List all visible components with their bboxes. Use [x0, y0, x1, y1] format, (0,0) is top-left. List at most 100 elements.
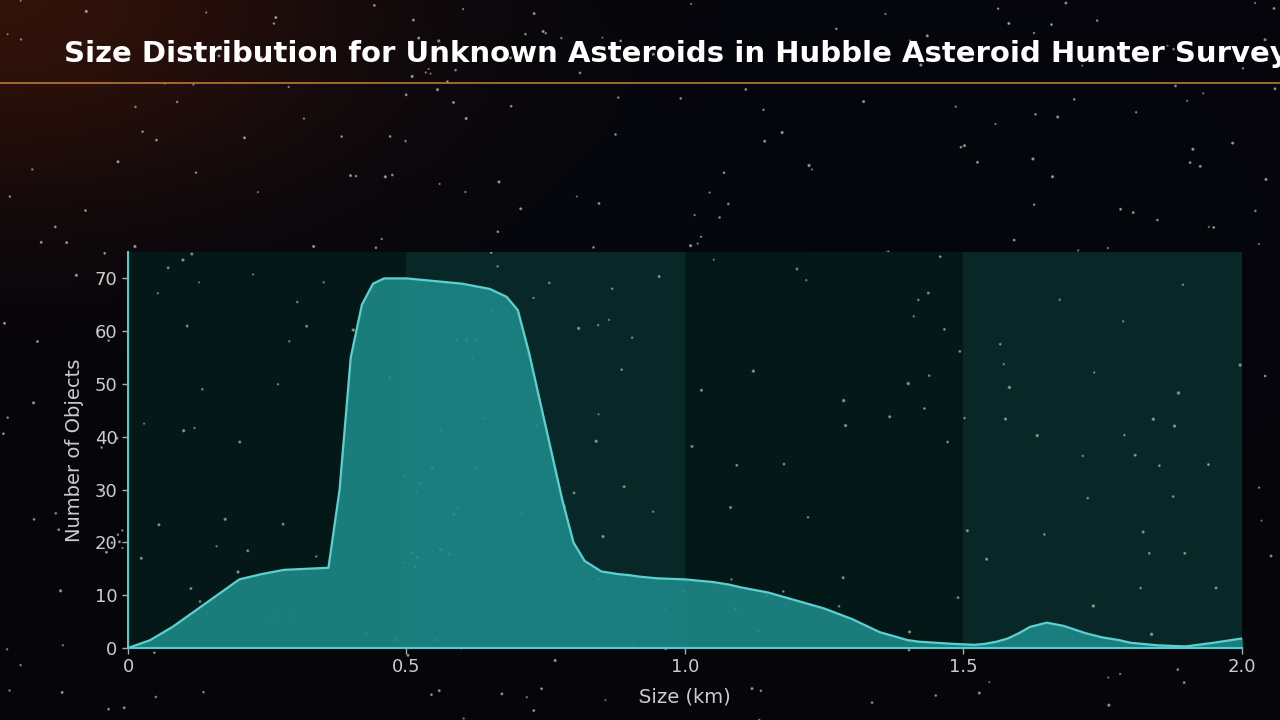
Point [1073, 556, 1093, 567]
Point [101, 537, 122, 549]
Point [1076, 500, 1097, 512]
Point [1157, 40, 1178, 52]
Point [420, 68, 440, 79]
Point [52, 639, 73, 651]
Point [385, 634, 406, 646]
Point [273, 518, 293, 530]
Point [422, 462, 443, 474]
Point [287, 293, 307, 305]
Point [252, 308, 273, 320]
Point [49, 524, 69, 536]
Point [602, 283, 622, 294]
Point [340, 170, 361, 181]
Point [618, 364, 639, 376]
Point [1073, 490, 1093, 502]
Point [966, 554, 987, 566]
Point [114, 702, 134, 714]
Point [937, 436, 957, 448]
Point [31, 237, 51, 248]
Point [681, 240, 701, 251]
Point [1256, 174, 1276, 185]
Point [632, 248, 653, 260]
Point [595, 694, 616, 706]
Point [772, 127, 792, 138]
Point [108, 529, 128, 541]
Bar [407, 252, 685, 648]
Point [984, 378, 1005, 390]
Point [631, 695, 652, 706]
Point [234, 264, 255, 276]
Point [696, 343, 717, 354]
Point [714, 167, 735, 179]
Point [365, 439, 385, 451]
Point [95, 248, 115, 259]
Point [124, 240, 145, 252]
Point [166, 96, 187, 108]
Point [1012, 387, 1033, 399]
Point [1245, 205, 1266, 217]
Point [909, 401, 929, 413]
Point [1172, 279, 1193, 291]
Point [45, 221, 65, 233]
Point [899, 644, 919, 656]
Point [934, 323, 955, 335]
Point [568, 323, 589, 334]
Point [699, 186, 719, 198]
Point [453, 713, 474, 720]
Point [125, 101, 146, 112]
Point [173, 425, 193, 436]
Point [788, 409, 809, 420]
Point [188, 276, 209, 288]
Point [836, 265, 856, 276]
Point [649, 271, 669, 282]
Point [356, 513, 376, 524]
Point [1068, 245, 1088, 256]
Point [439, 549, 460, 560]
Point [836, 420, 856, 431]
Point [1110, 636, 1130, 647]
Point [837, 356, 858, 368]
Point [0, 412, 18, 423]
Point [892, 274, 913, 285]
Point [0, 318, 15, 329]
Point [950, 346, 970, 357]
Point [396, 89, 416, 101]
Point [488, 261, 508, 272]
Point [712, 510, 732, 521]
Point [1023, 153, 1043, 165]
Point [1261, 550, 1280, 562]
Point [575, 455, 595, 467]
Point [969, 688, 989, 699]
Point [1051, 496, 1071, 508]
Point [406, 486, 426, 498]
Point [1024, 199, 1044, 210]
Point [408, 32, 429, 44]
Point [256, 517, 276, 528]
Point [1147, 215, 1167, 226]
Point [861, 341, 882, 352]
Point [584, 242, 604, 253]
Point [605, 605, 626, 616]
Point [445, 64, 466, 76]
Point [1164, 491, 1184, 503]
Point [588, 320, 608, 331]
Point [844, 432, 864, 444]
Point [1148, 270, 1169, 282]
Point [1190, 161, 1211, 172]
Point [733, 553, 754, 564]
Point [293, 325, 314, 337]
Point [1230, 359, 1251, 371]
Point [364, 0, 384, 12]
Point [545, 654, 566, 666]
Point [952, 396, 973, 408]
Point [253, 379, 274, 391]
Point [396, 135, 416, 147]
Bar [685, 252, 963, 648]
Point [589, 198, 609, 210]
Point [298, 415, 319, 426]
Point [915, 515, 936, 526]
Point [1133, 526, 1153, 538]
Point [773, 586, 794, 598]
Point [554, 500, 575, 512]
Point [1217, 437, 1238, 449]
